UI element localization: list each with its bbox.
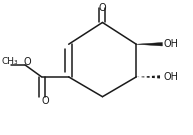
Text: O: O bbox=[99, 3, 106, 13]
Polygon shape bbox=[136, 43, 162, 46]
Polygon shape bbox=[157, 75, 160, 78]
Text: CH₃: CH₃ bbox=[2, 57, 18, 65]
Text: OH: OH bbox=[163, 39, 178, 49]
Text: O: O bbox=[41, 96, 49, 106]
Polygon shape bbox=[147, 76, 150, 78]
Polygon shape bbox=[152, 76, 155, 78]
Text: O: O bbox=[23, 57, 31, 67]
Text: OH: OH bbox=[163, 72, 178, 82]
Polygon shape bbox=[141, 76, 144, 77]
